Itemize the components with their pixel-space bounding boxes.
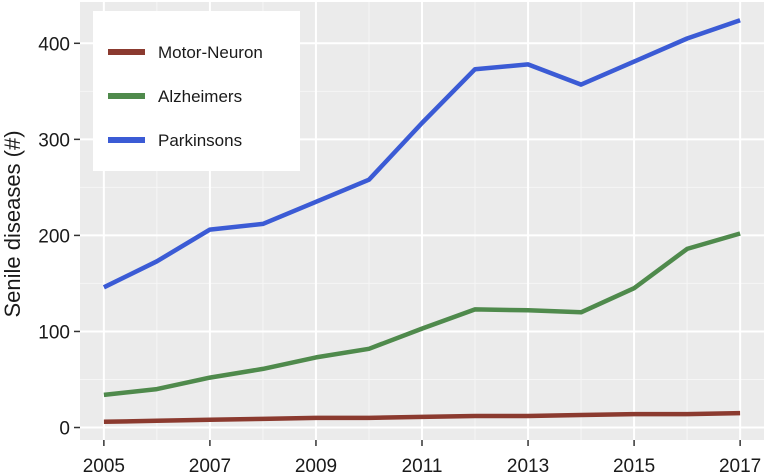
y-tick-label: 0 — [59, 419, 70, 440]
y-tick-label: 100 — [38, 322, 70, 343]
x-tick-label: 2007 — [189, 456, 231, 474]
legend-label-motor-neuron: Motor-Neuron — [158, 43, 263, 62]
legend-box — [93, 11, 300, 171]
series-line-parkinsons — [102, 18, 741, 290]
y-axis-title: Senile diseases (#) — [0, 130, 25, 317]
legend: Motor-Neuron Alzheimers Parkinsons — [93, 11, 300, 171]
x-tick-label: 2011 — [402, 456, 443, 474]
series-line-motor-neuron — [103, 410, 741, 425]
x-tick-label: 2005 — [83, 456, 125, 474]
x-axis: 2005 2007 2009 2011 2013 2015 2017 — [83, 440, 761, 474]
legend-label-alzheimers: Alzheimers — [158, 87, 242, 106]
x-tick-label: 2017 — [719, 456, 761, 474]
x-tick-label: 2009 — [295, 456, 337, 474]
y-tick-label: 300 — [38, 130, 70, 151]
x-tick-label: 2013 — [507, 456, 549, 474]
x-tick-label: 2015 — [613, 456, 655, 474]
legend-label-parkinsons: Parkinsons — [158, 131, 242, 150]
y-axis: 0 100 200 300 400 — [38, 34, 80, 440]
y-tick-label: 200 — [38, 226, 70, 247]
y-tick-label: 400 — [38, 34, 70, 55]
series-lines — [102, 18, 741, 425]
series-line-alzheimers — [103, 231, 741, 398]
